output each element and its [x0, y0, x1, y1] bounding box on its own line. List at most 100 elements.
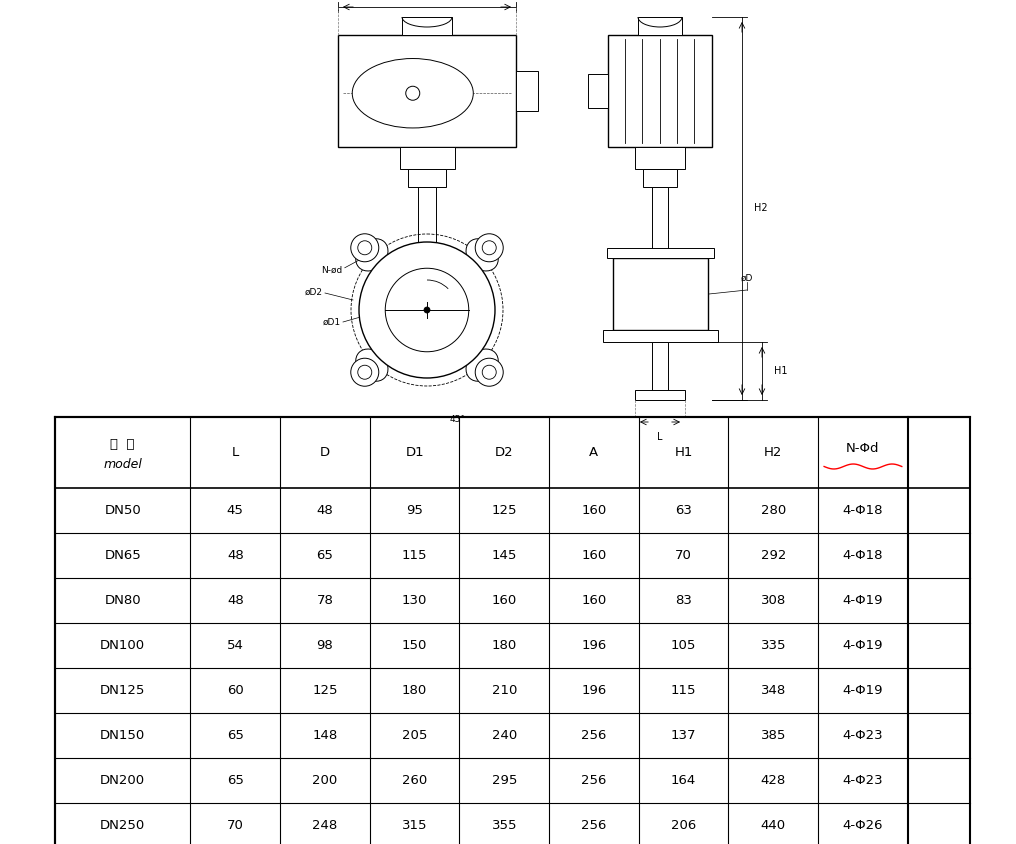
Ellipse shape: [356, 239, 388, 271]
Text: 160: 160: [492, 594, 517, 607]
Text: 4-Φ19: 4-Φ19: [842, 684, 883, 697]
Bar: [652, 342, 668, 390]
Bar: [608, 35, 712, 147]
Text: 335: 335: [761, 639, 786, 652]
Text: 256: 256: [581, 729, 607, 742]
Bar: [588, 74, 608, 108]
Text: øD: øD: [741, 273, 753, 283]
Bar: [607, 248, 714, 258]
Circle shape: [385, 268, 468, 352]
Text: 48: 48: [227, 594, 244, 607]
Bar: [400, 147, 455, 169]
Text: 60: 60: [227, 684, 244, 697]
Text: 65: 65: [317, 549, 333, 562]
Bar: [635, 390, 685, 400]
Text: 4-Φ19: 4-Φ19: [842, 639, 883, 652]
Text: DN80: DN80: [105, 594, 141, 607]
Bar: [652, 187, 668, 255]
Text: H1: H1: [774, 366, 787, 376]
Text: 45: 45: [227, 504, 244, 517]
Text: D: D: [320, 446, 330, 459]
Circle shape: [359, 242, 495, 378]
Text: 78: 78: [317, 594, 333, 607]
Text: 164: 164: [671, 774, 696, 787]
Bar: [418, 187, 436, 255]
Ellipse shape: [353, 58, 473, 128]
Circle shape: [351, 358, 379, 387]
Text: 4-Φ23: 4-Φ23: [842, 729, 883, 742]
Circle shape: [483, 241, 496, 255]
Text: 385: 385: [761, 729, 786, 742]
Text: 348: 348: [761, 684, 786, 697]
Circle shape: [475, 358, 503, 387]
Text: 196: 196: [581, 684, 607, 697]
Text: 115: 115: [402, 549, 428, 562]
Bar: [643, 169, 677, 187]
Text: øD2: øD2: [305, 288, 323, 296]
Circle shape: [405, 86, 420, 100]
Ellipse shape: [356, 349, 388, 381]
Text: H2: H2: [764, 446, 782, 459]
Text: DN150: DN150: [101, 729, 145, 742]
Text: 4-Φ26: 4-Φ26: [842, 819, 883, 832]
Text: 148: 148: [312, 729, 337, 742]
Bar: [638, 17, 682, 35]
Text: L: L: [232, 446, 239, 459]
Text: 4-Φ23: 4-Φ23: [842, 774, 883, 787]
Text: 125: 125: [312, 684, 337, 697]
Bar: [613, 258, 708, 330]
Bar: [635, 147, 685, 169]
Text: 308: 308: [761, 594, 786, 607]
Text: 115: 115: [671, 684, 696, 697]
Text: D1: D1: [405, 446, 424, 459]
Text: 98: 98: [317, 639, 333, 652]
Text: 295: 295: [492, 774, 517, 787]
Text: 65: 65: [227, 729, 244, 742]
Bar: [408, 169, 446, 187]
Text: 150: 150: [402, 639, 428, 652]
Text: L: L: [657, 432, 662, 442]
Text: øD1: øD1: [323, 317, 341, 327]
Bar: [402, 17, 452, 35]
Text: 48: 48: [317, 504, 333, 517]
Text: 180: 180: [402, 684, 427, 697]
Text: 440: 440: [761, 819, 785, 832]
Text: 292: 292: [761, 549, 786, 562]
Text: 315: 315: [402, 819, 428, 832]
Text: 83: 83: [676, 594, 692, 607]
Text: DN100: DN100: [101, 639, 145, 652]
Text: 48: 48: [227, 549, 244, 562]
Text: 355: 355: [492, 819, 517, 832]
Text: 256: 256: [581, 774, 607, 787]
Text: 45°: 45°: [449, 415, 465, 425]
Ellipse shape: [466, 349, 498, 381]
Text: 145: 145: [492, 549, 517, 562]
Text: 4-Φ18: 4-Φ18: [842, 504, 883, 517]
Text: 180: 180: [492, 639, 517, 652]
Bar: [604, 330, 718, 342]
Circle shape: [475, 234, 503, 262]
Text: 160: 160: [581, 549, 607, 562]
Text: N-Φd: N-Φd: [846, 442, 880, 455]
Text: 105: 105: [671, 639, 696, 652]
Text: DN65: DN65: [105, 549, 141, 562]
Text: DN125: DN125: [100, 684, 145, 697]
Text: 130: 130: [402, 594, 428, 607]
Text: 125: 125: [492, 504, 517, 517]
Bar: [516, 71, 538, 111]
Circle shape: [351, 234, 379, 262]
Text: 160: 160: [581, 504, 607, 517]
Circle shape: [358, 241, 372, 255]
Text: model: model: [104, 458, 142, 471]
Text: 54: 54: [227, 639, 244, 652]
Circle shape: [483, 365, 496, 379]
Text: 95: 95: [406, 504, 423, 517]
Bar: [338, 35, 516, 147]
Text: 260: 260: [402, 774, 427, 787]
Text: 200: 200: [312, 774, 337, 787]
Circle shape: [358, 365, 372, 379]
Text: 205: 205: [402, 729, 428, 742]
Text: 210: 210: [492, 684, 517, 697]
Text: H2: H2: [754, 203, 768, 213]
Text: 63: 63: [676, 504, 692, 517]
